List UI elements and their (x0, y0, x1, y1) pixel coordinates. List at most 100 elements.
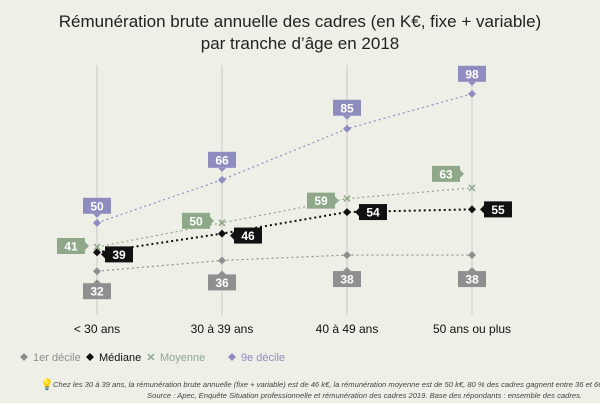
legend-item: Médiane (86, 352, 141, 364)
data-label: 63 (432, 165, 464, 182)
data-label: 46 (230, 227, 262, 244)
data-label-text: 63 (439, 167, 453, 181)
data-point-marker (218, 219, 226, 227)
data-point-marker (468, 205, 476, 214)
data-point-marker (343, 251, 351, 260)
data-label-text: 38 (465, 273, 479, 287)
data-label-pointer (460, 169, 464, 178)
footnote-line-1: Chez les 30 à 39 ans, la rémunération br… (53, 380, 600, 389)
legend-item: 1er décile (20, 352, 81, 364)
data-label-text: 32 (90, 285, 104, 299)
data-label-box (208, 274, 236, 291)
data-label-text: 55 (491, 203, 505, 217)
marker-stroke (468, 184, 476, 192)
data-label: 39 (101, 246, 133, 263)
x-axis-ticks: < 30 ans 30 à 39 ans 40 à 49 ans 50 ans ou … (74, 322, 511, 336)
data-label-pointer (480, 205, 484, 214)
data-point-marker (93, 218, 101, 227)
legend-diamond-icon (228, 353, 236, 361)
data-label-pointer (93, 279, 101, 284)
data-point-marker (93, 243, 101, 251)
data-label-text: 41 (64, 240, 78, 254)
data-point-marker (468, 89, 476, 98)
footnote-line-2: Source : Apec, Enquête Situation profess… (147, 391, 582, 400)
x-tick-label: 40 à 49 ans (316, 322, 379, 336)
legend-item: 9e décile (228, 352, 285, 364)
data-label: 41 (57, 238, 89, 254)
data-label: 55 (480, 201, 512, 218)
data-point-marker (343, 124, 351, 133)
chart-title: Rémunération brute annuelle des cadres (… (59, 12, 541, 53)
data-label-box (83, 283, 111, 300)
data-label-box (182, 212, 210, 229)
data-label: 85 (333, 99, 361, 120)
data-label-box (105, 246, 133, 263)
chart-title-line-2: par tranche d’âge en 2018 (201, 34, 400, 53)
series-line (96, 93, 473, 224)
data-label: 38 (333, 267, 361, 288)
data-label-pointer (210, 216, 214, 225)
data-label-pointer (230, 231, 234, 240)
data-label-pointer (343, 267, 351, 272)
data-label-text: 50 (90, 199, 104, 213)
data-label-box (57, 238, 85, 254)
data-label: 66 (208, 151, 236, 172)
data-label-pointer (101, 250, 105, 259)
legend-label: 1er décile (33, 352, 81, 364)
data-label-box (432, 165, 460, 182)
data-point-marker (468, 251, 476, 260)
data-point-marker (218, 229, 226, 238)
series-lines (96, 93, 473, 272)
data-point-marker (93, 248, 101, 257)
data-label-box (83, 197, 111, 214)
legend-label: Médiane (99, 352, 141, 364)
data-label-pointer (335, 196, 339, 205)
data-label-pointer (343, 115, 351, 120)
data-label: 38 (458, 267, 486, 288)
data-label-text: 54 (366, 206, 380, 220)
series-line (96, 208, 473, 254)
data-point-marker (218, 175, 226, 184)
legend-diamond-icon (86, 353, 94, 361)
legend-label: 9e décile (241, 352, 285, 364)
data-label-pointer (93, 213, 101, 218)
data-label: 59 (307, 192, 339, 209)
chart-title-line-1: Rémunération brute annuelle des cadres (… (59, 12, 541, 31)
legend-diamond-icon (20, 353, 28, 361)
data-point-marker (218, 256, 226, 265)
series-line (96, 254, 472, 272)
data-label-box (359, 204, 387, 221)
data-label-pointer (468, 267, 476, 272)
data-label-box (484, 201, 512, 218)
data-point-marker (343, 208, 351, 217)
data-point-marker (93, 267, 101, 276)
footnote: 💡 Chez les 30 à 39 ans, la rémunération … (40, 378, 600, 400)
data-label-text: 85 (340, 101, 354, 115)
legend: 1er décile Médiane Moyenne 9e décile (20, 352, 285, 364)
data-label-text: 59 (314, 194, 328, 208)
data-label-box (208, 151, 236, 168)
data-label: 50 (83, 197, 111, 218)
series-line (96, 187, 473, 248)
marker-stroke (343, 195, 351, 203)
data-label-text: 39 (112, 248, 126, 262)
x-tick-label: 30 à 39 ans (191, 322, 254, 336)
x-tick-label: < 30 ans (74, 322, 120, 336)
marker-stroke (93, 243, 101, 251)
marker-stroke (218, 219, 226, 227)
legend-item: Moyenne (147, 352, 205, 364)
series-markers (93, 89, 476, 276)
data-label-text: 98 (465, 67, 479, 81)
data-label-text: 50 (189, 214, 203, 228)
data-label-text: 66 (215, 153, 229, 167)
data-label-pointer (218, 167, 226, 172)
data-label: 32 (83, 279, 111, 300)
lightbulb-icon: 💡 (40, 378, 54, 391)
grid-lines (96, 65, 473, 315)
data-label-pointer (85, 242, 89, 250)
x-tick-label: 50 ans ou plus (433, 322, 511, 336)
data-label-text: 38 (340, 273, 354, 287)
data-label: 54 (355, 204, 387, 221)
data-label-box (458, 65, 486, 82)
